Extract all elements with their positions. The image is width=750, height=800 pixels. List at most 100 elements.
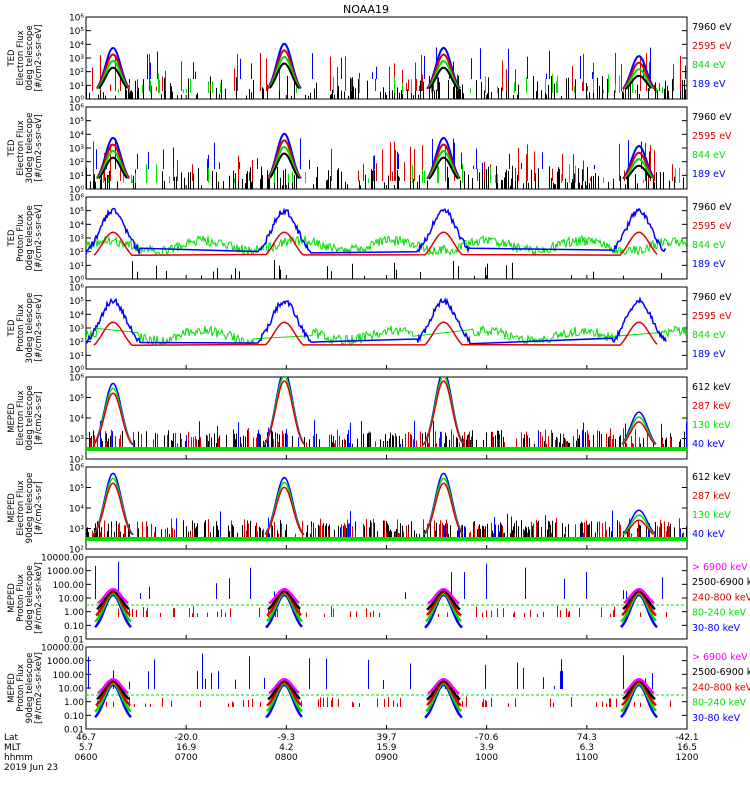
y-tick-label: 10³ (69, 525, 84, 535)
y-axis-label: MEPED (7, 403, 17, 433)
series-green (425, 592, 462, 623)
series-black (269, 152, 300, 179)
y-tick-label: 10.00 (58, 685, 84, 695)
y-tick-label: 10⁴ (69, 131, 84, 141)
series-blue (620, 593, 658, 629)
y-tick-label: 0.10 (64, 712, 84, 722)
series-group (86, 472, 687, 541)
panels: 10⁰ 10¹ 10² 10³ 10⁴ 10⁵ 10⁶ TED Electron Flux 0de… (7, 14, 750, 736)
y-tick-label: 10¹ (69, 352, 84, 362)
series-black (96, 589, 130, 611)
series-red (426, 590, 462, 617)
legend-entry: 30-80 keV (692, 623, 741, 634)
x-hhmm-label: 1200 (676, 753, 699, 763)
y-tick-label: 1000.00 (47, 567, 84, 577)
y-tick-label: 10⁰ (69, 96, 84, 106)
series-red (426, 680, 462, 707)
series-group (86, 377, 687, 451)
series-black (625, 74, 652, 90)
series-7960-ev (132, 260, 662, 279)
series-844-ev (86, 324, 687, 347)
x-mlt-label: 4.2 (279, 743, 293, 753)
legend-entry: 240-800 keV (692, 592, 750, 603)
legend-entry: 130 keV (692, 510, 731, 521)
y-axis-label: TED (7, 139, 17, 158)
y-tick-label: 10⁶ (69, 464, 84, 474)
panel-frame (85, 556, 688, 640)
y-tick-label: 10¹ (69, 262, 84, 272)
series-green (264, 481, 304, 536)
series-green (620, 682, 657, 713)
legend-entry: 189 eV (692, 349, 726, 360)
panel-frame (85, 16, 688, 100)
series-noise-green (103, 163, 680, 183)
y-axis-label: Electron Flux (16, 390, 26, 445)
series-844-ev (86, 234, 687, 257)
series-green (620, 592, 657, 623)
series-green (266, 682, 303, 713)
series-red (95, 680, 131, 707)
series-240-800-kev (98, 606, 667, 617)
y-tick-label: 10.00 (58, 595, 84, 605)
y-axis-label: Proton Flux (16, 214, 26, 262)
x-mlt-label: 5.7 (79, 743, 93, 753)
x-mlt-label: 15.9 (376, 743, 396, 753)
panel-1: 10⁰ 10¹ 10² 10³ 10⁴ 10⁵ 10⁶ TED Electron Flux 0de… (7, 14, 732, 106)
y-tick-label: 10⁴ (69, 415, 84, 425)
x-lat-label: -70.6 (475, 733, 499, 743)
x-mlt-label: 16.9 (176, 743, 196, 753)
y-axis-label: TED (7, 229, 17, 248)
y-axis-label: TED (7, 49, 17, 68)
legend-entry: 612 keV (692, 382, 731, 393)
series-group (86, 42, 686, 99)
y-tick-label: 0.10 (64, 622, 84, 632)
x-hhmm-label: 0600 (75, 753, 98, 763)
series-green (97, 59, 129, 90)
legend-entry: 189 eV (692, 169, 726, 180)
series-black (426, 679, 461, 701)
y-axis-label: 30deg telescope (25, 113, 35, 184)
series-noise-red (93, 141, 673, 181)
y-axis-label: 0deg telescope (25, 205, 35, 270)
series-green (94, 592, 132, 623)
y-axis-label: 0deg telescope (25, 25, 35, 90)
legend-entry: 30-80 keV (692, 713, 741, 724)
y-tick-label: 10000.00 (41, 644, 84, 654)
y-axis-label: [#/cm2-s-sr-eV] (34, 24, 44, 91)
y-axis-label: 30deg telescope (25, 293, 35, 364)
legend-entry: > 6900 keV (692, 652, 748, 663)
series-red (622, 421, 656, 446)
series-blue (265, 593, 303, 629)
series-magenta (268, 678, 300, 695)
series-30-80-kev (95, 561, 663, 599)
y-tick-label: 10⁰ (69, 186, 84, 196)
y-axis-label: MEPED (7, 493, 17, 523)
series-black (625, 164, 652, 180)
x-hhmm-label: 1100 (575, 753, 598, 763)
x-row-label: hhmm (4, 753, 33, 763)
legend-entry: 80-240 keV (692, 698, 747, 709)
x-lat-label: 46.7 (76, 733, 96, 743)
panel-2: 10⁰ 10¹ 10² 10³ 10⁴ 10⁵ 10⁶ TED Electron Flux 30d… (7, 104, 732, 196)
x-hhmm-label: 0900 (375, 753, 398, 763)
series-blue (622, 55, 655, 90)
series-group (86, 653, 687, 719)
y-tick-label: 10² (69, 68, 84, 78)
series-noise-red (92, 52, 681, 91)
y-tick-label: 10⁵ (69, 297, 84, 307)
legend-entry: > 6900 keV (692, 562, 748, 573)
y-axis-label: [#/cm2-s-sr-eV] (34, 114, 44, 181)
y-tick-label: 1000.00 (47, 657, 84, 667)
series-red (624, 519, 654, 535)
y-axis-label: 0deg telescope (25, 565, 35, 630)
panel-7: 0.01 0.10 1.00 10.00 100.00 1000.00 10000.00 ME… (7, 554, 750, 646)
series-black (269, 62, 300, 89)
series-magenta (623, 588, 655, 605)
y-axis-label: MEPED (7, 583, 17, 613)
series-189-ev (86, 207, 667, 256)
series-green (268, 55, 301, 90)
y-axis-label: [#/cm2-s-sr-keV] (34, 652, 44, 724)
series-noise-black (86, 165, 684, 189)
y-axis-label: Proton Flux (16, 574, 26, 622)
y-tick-label: 10⁴ (69, 311, 84, 321)
